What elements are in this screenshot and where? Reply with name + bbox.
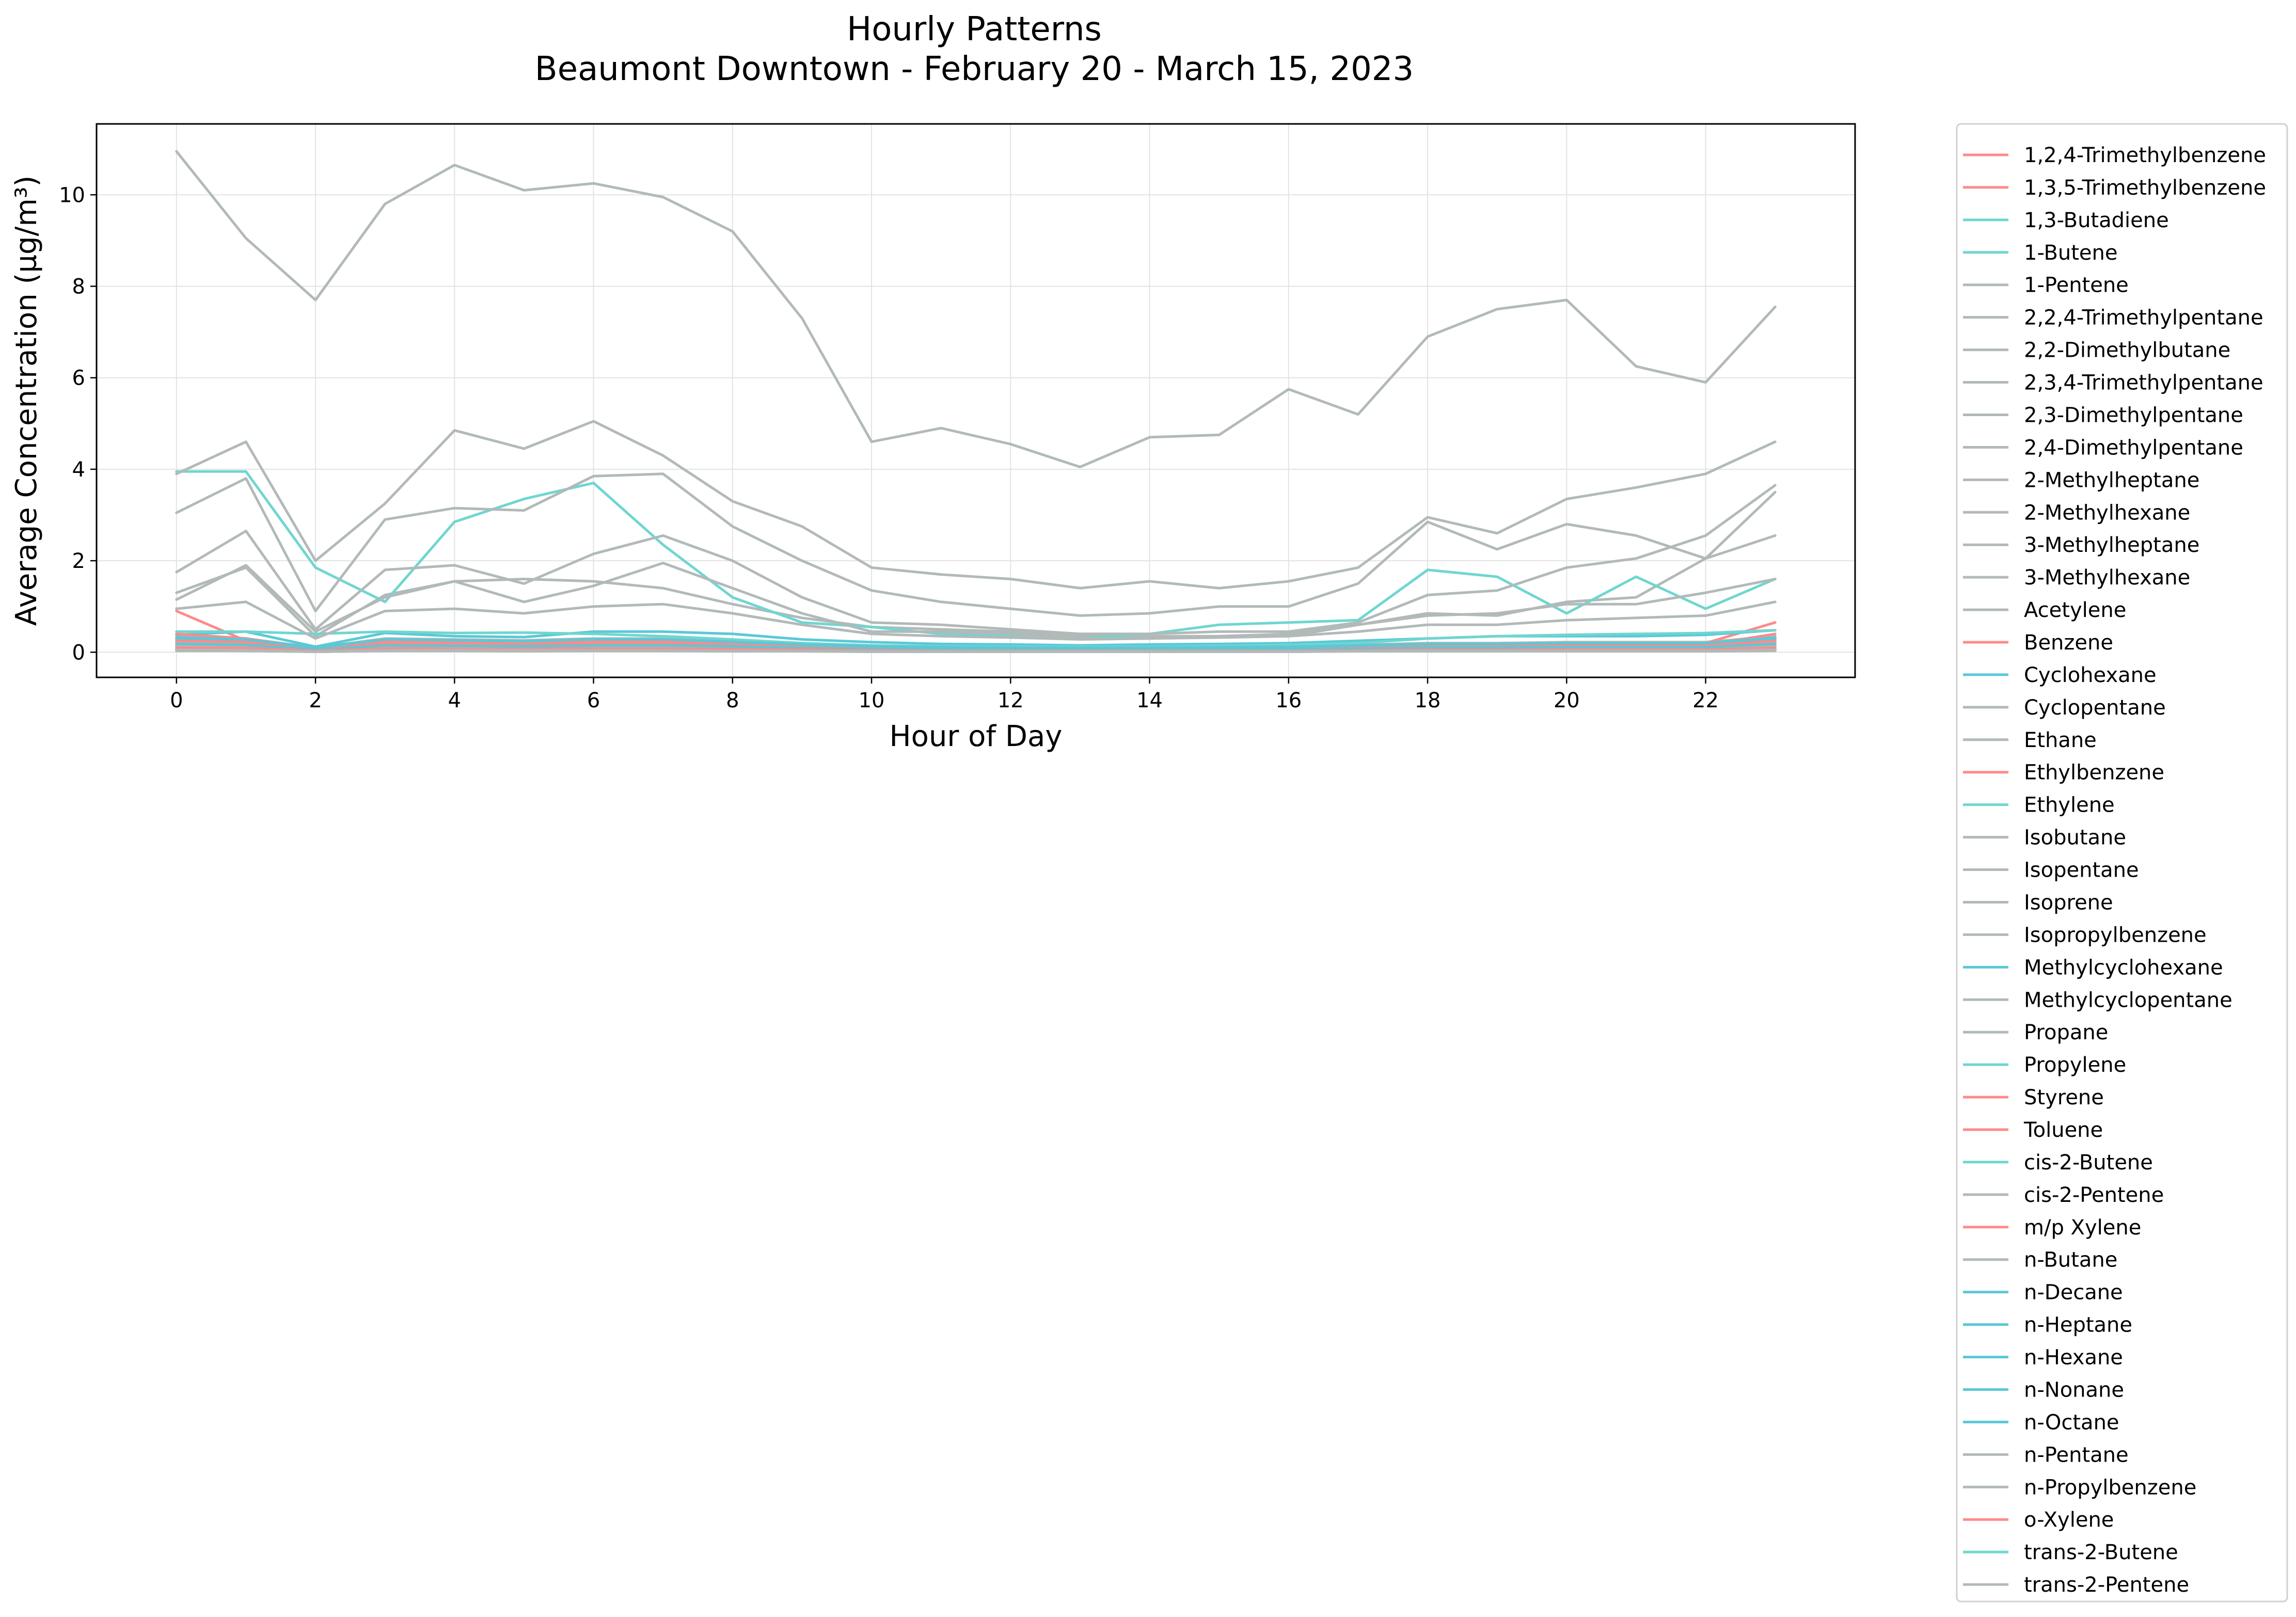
legend-label: Isoprene (2024, 891, 2113, 914)
legend-label: n-Propylbenzene (2024, 1476, 2196, 1499)
legend-box (1956, 123, 2288, 1603)
legend-label: n-Pentane (2024, 1443, 2129, 1467)
y-tick-label: 10 (59, 183, 85, 207)
legend-label: Styrene (2024, 1086, 2104, 1109)
legend-label: n-Butane (2024, 1248, 2117, 1272)
chart-subtitle: Beaumont Downtown - February 20 - March … (535, 50, 1414, 88)
legend-label: cis-2-Butene (2024, 1151, 2153, 1175)
legend-label: 2,3,4-Trimethylpentane (2024, 371, 2263, 395)
legend-label: m/p Xylene (2024, 1216, 2141, 1240)
series-line (175, 636, 1777, 649)
legend-label: 1,3,5-Trimethylbenzene (2024, 176, 2266, 200)
legend-label: Methylcyclopentane (2024, 988, 2232, 1012)
legend-label: o-Xylene (2024, 1508, 2114, 1532)
legend-label: Isobutane (2024, 826, 2126, 850)
series-line (175, 150, 1777, 468)
x-tick-label: 10 (859, 689, 885, 712)
legend-label: n-Decane (2024, 1281, 2123, 1305)
y-tick-label: 4 (72, 458, 85, 482)
series-line (175, 420, 1777, 590)
legend-label: 3-Methylhexane (2024, 566, 2190, 590)
legend-label: Acetylene (2024, 598, 2126, 622)
x-tick-label: 6 (587, 689, 600, 712)
x-tick-label: 8 (726, 689, 739, 712)
y-tick-label: 6 (72, 367, 85, 390)
legend-label: trans-2-Pentene (2024, 1573, 2189, 1597)
legend-label: 1-Butene (2024, 241, 2118, 265)
y-tick-label: 0 (72, 641, 85, 664)
legend-label: Ethane (2024, 728, 2097, 752)
legend-label: 3-Methylheptane (2024, 533, 2199, 557)
legend-label: n-Octane (2024, 1410, 2119, 1434)
x-tick-label: 12 (997, 689, 1024, 712)
legend-label: trans-2-Butene (2024, 1541, 2178, 1564)
legend-label: Propylene (2024, 1053, 2126, 1077)
legend-label: n-Hexane (2024, 1346, 2123, 1370)
series-line (175, 470, 1777, 640)
legend-label: Methylcyclohexane (2024, 956, 2223, 979)
series-line (175, 484, 1777, 636)
x-tick-label: 22 (1692, 689, 1719, 712)
y-axis-ticks: 0 2 4 6 8 10 (59, 183, 97, 664)
series-line (175, 648, 1777, 653)
y-tick-label: 8 (72, 275, 85, 299)
legend-label: Benzene (2024, 631, 2113, 655)
legend-label: 2,2,4-Trimethylpentane (2024, 306, 2263, 330)
legend-label: 2,3-Dimethylpentane (2024, 403, 2243, 427)
x-tick-label: 20 (1554, 689, 1580, 712)
legend-label: cis-2-Pentene (2024, 1183, 2164, 1207)
x-tick-label: 18 (1415, 689, 1441, 712)
legend-label: 1,2,4-Trimethylbenzene (2024, 144, 2266, 167)
x-tick-label: 14 (1136, 689, 1163, 712)
y-tick-label: 2 (72, 549, 85, 573)
y-axis-title: Average Concentration (µg/m³) (10, 176, 43, 626)
series-line (175, 562, 1777, 640)
series-line (175, 472, 1777, 617)
legend-label: Propane (2024, 1021, 2108, 1044)
legend-label: Isopropylbenzene (2024, 923, 2207, 947)
x-tick-label: 0 (170, 689, 183, 712)
series-line (175, 642, 1777, 652)
chart-title: Hourly Patterns (847, 10, 1102, 49)
plot-frame (96, 123, 1856, 678)
x-axis-ticks: 0 2 4 6 8 10 12 14 16 18 20 22 (170, 677, 1719, 712)
legend: 1,2,4-Trimethylbenzene 1,3,5-Trimethylben… (1956, 123, 2288, 1603)
legend-label: 1,3-Butadiene (2024, 209, 2169, 232)
x-tick-label: 2 (309, 689, 322, 712)
series-line (175, 600, 1777, 641)
legend-label: n-Heptane (2024, 1313, 2132, 1337)
x-tick-label: 4 (448, 689, 461, 712)
legend-label: Cyclopentane (2024, 696, 2166, 720)
legend-label: 2,2-Dimethylbutane (2024, 339, 2230, 362)
legend-label: Cyclohexane (2024, 663, 2157, 687)
x-tick-label: 16 (1275, 689, 1302, 712)
legend-label: 1-Pentene (2024, 274, 2129, 297)
legend-label: Ethylbenzene (2024, 761, 2164, 785)
x-axis-title: Hour of Day (889, 720, 1062, 753)
legend-label: Isopentane (2024, 859, 2139, 882)
legend-label: Ethylene (2024, 794, 2115, 817)
legend-label: Toluene (2023, 1118, 2103, 1142)
legend-label: n-Nonane (2024, 1378, 2124, 1402)
series-lines (175, 150, 1777, 653)
legend-label: 2-Methylheptane (2024, 468, 2199, 492)
legend-label: 2-Methylhexane (2024, 501, 2190, 525)
legend-label: 2,4-Dimethylpentane (2024, 436, 2243, 459)
